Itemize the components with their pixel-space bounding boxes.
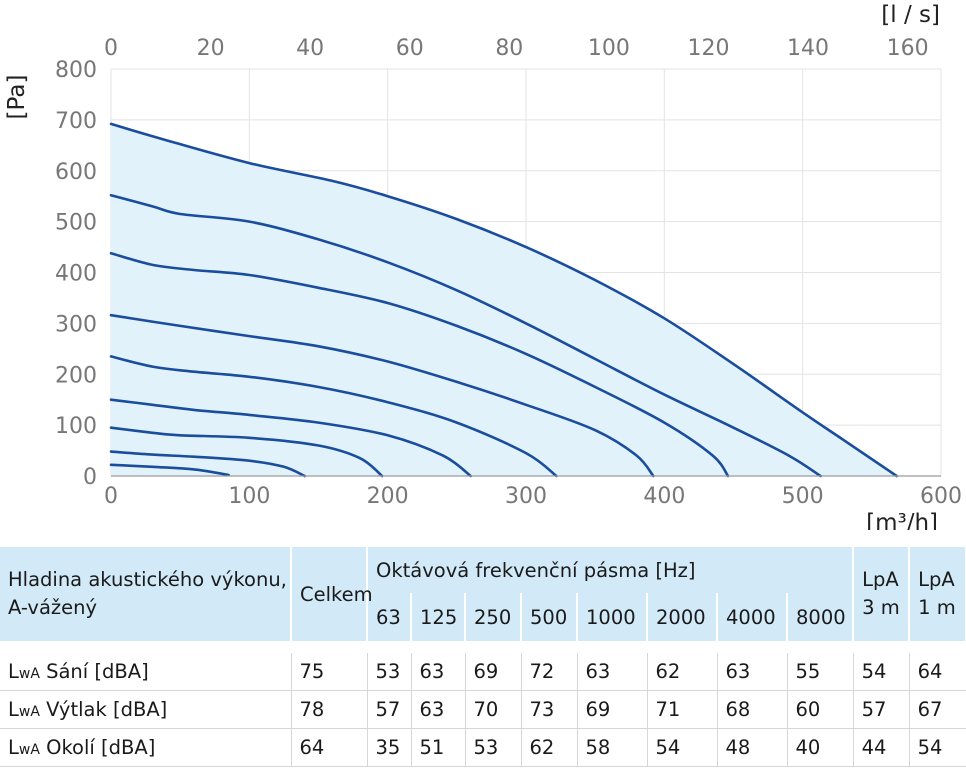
x2-tick-label: 100 (588, 36, 630, 61)
y-tick-label: 600 (55, 160, 97, 185)
table-header-octave: Oktávová frekvenční pásma [Hz] (367, 547, 855, 593)
fan-curves (109, 122, 898, 478)
x-tick-label: 0 (104, 484, 118, 509)
lpa-3m-distance: 3 m (862, 596, 900, 619)
cell-1000: 63 (577, 653, 648, 691)
x2-tick-label: 0 (104, 36, 118, 61)
fan-curve-1 (109, 122, 898, 478)
table-header-lpa-3m: LpA 3 m (853, 547, 911, 641)
band-250: 250 (465, 593, 522, 641)
cell-4000: 68 (717, 690, 788, 729)
cell-250: 69 (465, 653, 522, 691)
fan-performance-chart: 0 100 200 300 400 500 600 0 20 40 60 80 100 120 140 160… (4, 2, 962, 530)
cell-250: 53 (465, 728, 522, 767)
y-tick-label: 400 (55, 262, 97, 287)
y-tick-label: 500 (55, 211, 97, 236)
cell-1000: 58 (577, 728, 648, 767)
fan-curve-9 (109, 463, 230, 477)
y-tick-label: 100 (55, 414, 97, 439)
chart-axes: 0 100 200 300 400 500 600 0 20 40 60 80 100 120 140 160… (55, 36, 962, 509)
x2-tick-label: 80 (495, 36, 523, 61)
band-1000: 1000 (577, 593, 648, 641)
x-tick-label: 200 (367, 484, 409, 509)
band-4000: 4000 (717, 593, 788, 641)
fan-curve-4 (109, 313, 655, 478)
cell-63: 53 (367, 653, 412, 691)
cell-2000: 62 (647, 653, 718, 691)
cell-8000: 40 (787, 728, 854, 767)
x2-tick-label: 160 (887, 36, 929, 61)
fan-curve-6 (109, 398, 472, 478)
row-label: LwA Okolí [dBA] (0, 728, 292, 767)
cell-1000: 69 (577, 690, 648, 729)
table-header-label: Hladina akustického výkonu, A-vážený (0, 547, 292, 641)
cell-lpa-3m: 57 (853, 690, 910, 729)
x2-tick-label: 40 (296, 36, 324, 61)
fan-curve-8 (109, 450, 306, 478)
table-row-surroundings: LwA Okolí [dBA] 64 35 51 53 62 58 54 48 … (0, 728, 966, 767)
x2-tick-label: 60 (396, 36, 424, 61)
cell-2000: 54 (647, 728, 718, 767)
lpa-3m-label: LpA (862, 568, 899, 591)
x2-tick-label: 120 (687, 36, 729, 61)
y-tick-label: 200 (55, 363, 97, 388)
table-header-lpa-1m: LpA 1 m (909, 547, 966, 641)
fan-curve-2 (109, 193, 822, 478)
x2-axis-unit: [l / s] (881, 2, 940, 28)
band-8000: 8000 (787, 593, 855, 641)
cell-500: 73 (521, 690, 578, 729)
y-tick-label: 0 (83, 465, 97, 490)
y-tick-label: 300 (55, 312, 97, 337)
cell-250: 70 (465, 690, 522, 729)
lpa-1m-label: LpA (918, 568, 955, 591)
cell-125: 63 (411, 653, 466, 691)
cell-lpa-3m: 54 (853, 653, 910, 691)
cell-500: 62 (521, 728, 578, 767)
cell-total: 75 (291, 653, 368, 691)
cell-63: 57 (367, 690, 412, 729)
cell-500: 72 (521, 653, 578, 691)
x-tick-label: 600 (920, 484, 962, 509)
band-125: 125 (411, 593, 466, 641)
cell-125: 51 (411, 728, 466, 767)
y-tick-label: 800 (55, 58, 97, 83)
x-tick-label: 500 (782, 484, 824, 509)
operating-area (111, 123, 897, 477)
fan-curve-7 (109, 426, 384, 478)
cell-total: 78 (291, 690, 368, 729)
cell-4000: 48 (717, 728, 788, 767)
table-row-suction: LwA Sání [dBA] 75 53 63 69 72 63 62 63 5… (0, 653, 966, 691)
sound-power-table: Hladina akustického výkonu, A-vážený Cel… (0, 547, 966, 767)
fan-curve-3 (109, 251, 730, 478)
band-2000: 2000 (647, 593, 718, 641)
x-tick-label: 300 (505, 484, 547, 509)
cell-lpa-1m: 64 (909, 653, 966, 691)
band-63: 63 (367, 593, 412, 641)
x2-tick-label: 20 (197, 36, 225, 61)
cell-8000: 55 (787, 653, 854, 691)
cell-8000: 60 (787, 690, 854, 729)
y-axis-unit: [Pa] (4, 75, 30, 120)
cell-lpa-1m: 54 (909, 728, 966, 767)
x-tick-label: 400 (643, 484, 685, 509)
row-label: LwA Sání [dBA] (0, 653, 292, 691)
lpa-1m-distance: 1 m (918, 596, 956, 619)
x2-tick-label: 140 (787, 36, 829, 61)
cell-4000: 63 (717, 653, 788, 691)
x-tick-label: 100 (228, 484, 270, 509)
x-axis-unit: [m³/h] (866, 510, 938, 530)
cell-2000: 71 (647, 690, 718, 729)
band-500: 500 (521, 593, 578, 641)
table-header-total: Celkem (291, 547, 373, 641)
cell-lpa-1m: 67 (909, 690, 966, 729)
cell-125: 63 (411, 690, 466, 729)
row-label: LwA Výtlak [dBA] (0, 690, 292, 729)
cell-total: 64 (291, 728, 368, 767)
fan-curve-5 (109, 355, 558, 478)
y-tick-label: 700 (55, 109, 97, 134)
cell-lpa-3m: 44 (853, 728, 910, 767)
cell-63: 35 (367, 728, 412, 767)
table-row-discharge: LwA Výtlak [dBA] 78 57 63 70 73 69 71 68… (0, 690, 966, 729)
